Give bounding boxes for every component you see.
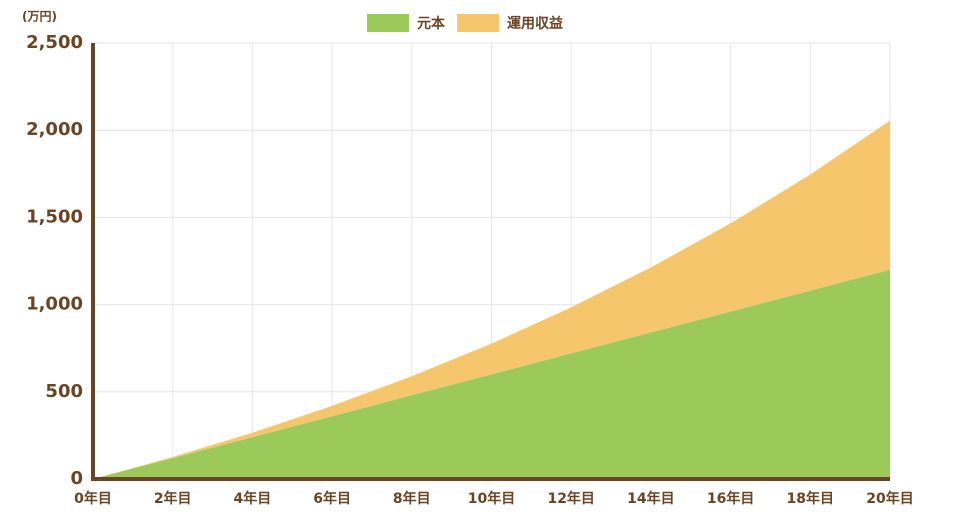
x-tick-label: 8年目 — [393, 490, 431, 507]
y-tick-label: 0 — [70, 468, 83, 489]
x-tick-label: 16年目 — [707, 490, 754, 507]
y-tick-label: 2,500 — [26, 32, 83, 53]
x-tick-label: 10年目 — [468, 490, 515, 507]
legend-label: 運用収益 — [507, 15, 563, 32]
x-tick-label: 4年目 — [234, 490, 272, 507]
x-tick-label: 12年目 — [547, 490, 594, 507]
legend-swatch — [367, 14, 409, 32]
y-tick-label: 1,000 — [26, 294, 83, 315]
unit-label: (万円) — [22, 10, 57, 24]
y-tick-label: 2,000 — [26, 119, 83, 140]
y-tick-label: 1,500 — [26, 206, 83, 227]
y-tick-label: 500 — [45, 381, 83, 402]
x-tick-label: 14年目 — [627, 490, 674, 507]
x-tick-label: 18年目 — [787, 490, 834, 507]
x-tick-label: 20年目 — [866, 490, 913, 507]
legend-label: 元本 — [417, 15, 446, 32]
legend-swatch — [457, 14, 499, 32]
x-tick-label: 2年目 — [154, 490, 192, 507]
x-tick-label: 6年目 — [313, 490, 351, 507]
x-tick-label: 0年目 — [74, 490, 112, 507]
area — [93, 120, 890, 479]
